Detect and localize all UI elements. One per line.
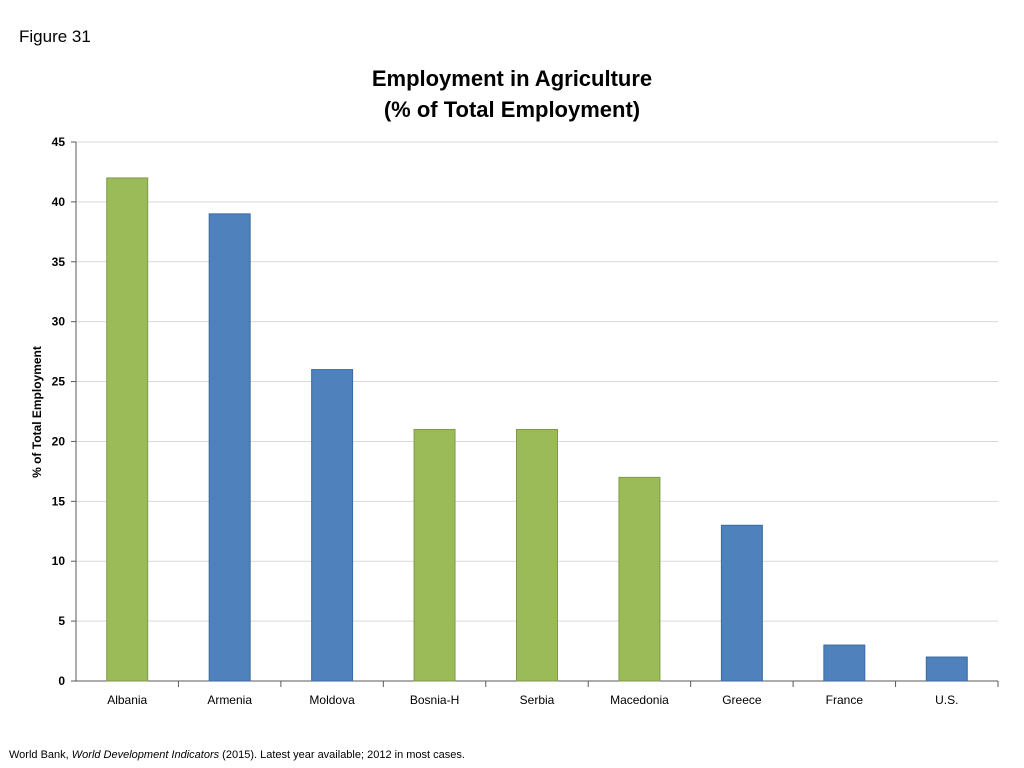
source-prefix: World Bank, <box>9 749 72 761</box>
x-tick-label: Bosnia-H <box>410 693 459 707</box>
x-tick-label: France <box>826 693 864 707</box>
bar-greece <box>720 524 763 682</box>
y-tick-label: 0 <box>58 674 65 688</box>
x-tick-label: Greece <box>722 693 762 707</box>
source-note: World Bank, World Development Indicators… <box>9 749 465 761</box>
x-tick-label: Serbia <box>520 693 555 707</box>
bar-macedonia <box>618 476 661 682</box>
source-title: World Development Indicators <box>71 749 220 761</box>
bar-bosnia-h <box>413 428 456 682</box>
y-tick-label: 10 <box>52 554 66 568</box>
x-tick-label: Armenia <box>207 693 252 707</box>
y-tick-label: 40 <box>52 195 66 209</box>
bar-armenia <box>208 213 251 682</box>
y-tick-label: 20 <box>52 434 66 448</box>
bar-u-s- <box>925 656 968 682</box>
figure-label: Figure 31 <box>19 27 91 46</box>
y-tick-label: 5 <box>58 614 65 628</box>
y-tick-label: 25 <box>52 375 66 389</box>
x-tick-label: Macedonia <box>610 693 669 707</box>
bar-moldova <box>311 369 354 682</box>
x-tick-label: U.S. <box>935 693 958 707</box>
chart-title-line-2: (% of Total Employment) <box>383 97 641 122</box>
x-tick-label: Albania <box>107 693 147 707</box>
source-suffix: (2015). Latest year available; 2012 in m… <box>219 749 465 761</box>
bar-serbia <box>516 428 558 682</box>
bar-france <box>823 644 866 682</box>
y-tick-label: 35 <box>52 255 66 269</box>
bar-albania <box>106 177 149 682</box>
y-tick-label: 45 <box>52 135 66 149</box>
x-tick-label: Moldova <box>309 693 355 707</box>
chart-title-line-1: Employment in Agriculture <box>371 66 653 91</box>
y-tick-label: 30 <box>52 315 66 329</box>
y-tick-label: 15 <box>52 494 66 508</box>
